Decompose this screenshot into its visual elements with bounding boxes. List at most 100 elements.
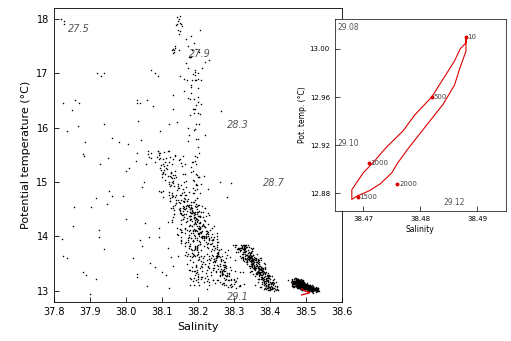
Point: [298, 284, 307, 290]
Point: [299, 280, 308, 286]
Point: [181, 207, 190, 212]
Point: [202, 213, 210, 219]
Point: [154, 73, 162, 79]
Point: [217, 108, 225, 114]
Point: [189, 190, 197, 195]
Point: [181, 184, 190, 190]
Point: [256, 271, 264, 277]
Point: [292, 280, 300, 285]
Point: [297, 282, 306, 287]
Point: [260, 270, 268, 275]
Point: [183, 253, 191, 259]
Point: [296, 283, 305, 289]
Point: [309, 288, 317, 293]
Point: [213, 247, 221, 252]
Point: [304, 284, 312, 290]
Point: [296, 282, 304, 287]
Point: [166, 155, 174, 160]
Point: [293, 284, 301, 290]
Point: [204, 237, 213, 242]
Point: [175, 186, 183, 191]
Point: [187, 206, 195, 211]
Point: [302, 284, 310, 289]
Point: [266, 286, 274, 291]
Point: [180, 89, 188, 94]
Point: [304, 284, 312, 290]
Point: [293, 282, 301, 287]
Point: [95, 235, 103, 240]
Point: [297, 282, 305, 288]
Point: [295, 282, 303, 287]
Point: [185, 234, 193, 239]
Point: [307, 285, 315, 290]
Point: [169, 179, 177, 184]
Point: [305, 288, 313, 294]
Point: [218, 271, 226, 277]
Point: [252, 251, 261, 257]
Point: [295, 282, 304, 287]
Point: [261, 286, 269, 291]
Point: [307, 284, 315, 290]
Point: [236, 253, 244, 259]
Point: [257, 271, 265, 276]
Point: [296, 284, 305, 289]
Point: [261, 281, 269, 286]
Point: [220, 259, 228, 264]
Point: [137, 137, 146, 143]
Point: [295, 282, 303, 287]
Point: [264, 272, 272, 278]
Point: [194, 99, 202, 104]
Point: [267, 281, 275, 286]
Point: [240, 258, 248, 264]
Point: [288, 277, 296, 283]
Point: [230, 257, 239, 263]
Point: [171, 44, 179, 49]
Point: [204, 210, 213, 215]
Point: [307, 285, 315, 291]
Point: [191, 233, 199, 238]
Point: [266, 284, 274, 289]
Point: [305, 286, 313, 292]
Point: [298, 286, 306, 292]
Point: [193, 219, 201, 225]
Point: [308, 286, 316, 292]
Point: [302, 284, 310, 290]
Point: [264, 282, 272, 287]
Point: [231, 242, 240, 248]
Point: [297, 284, 306, 290]
Point: [266, 280, 274, 285]
Text: 27.9: 27.9: [189, 49, 211, 59]
Point: [71, 98, 79, 103]
Point: [158, 171, 166, 177]
Point: [196, 225, 204, 231]
Point: [169, 205, 177, 210]
Point: [167, 254, 175, 260]
Point: [159, 169, 167, 175]
Point: [241, 246, 249, 251]
Point: [305, 284, 313, 290]
Point: [232, 278, 240, 283]
Point: [191, 153, 199, 159]
Point: [201, 218, 209, 223]
Point: [108, 136, 116, 141]
Point: [303, 287, 311, 293]
Point: [194, 174, 202, 179]
Point: [188, 247, 196, 253]
Point: [305, 286, 313, 292]
Point: [187, 204, 195, 209]
Point: [294, 283, 302, 289]
Point: [305, 287, 313, 293]
Point: [308, 289, 316, 295]
Point: [248, 253, 256, 258]
Point: [217, 247, 225, 252]
Point: [183, 261, 191, 266]
Point: [201, 262, 209, 267]
Point: [295, 282, 304, 287]
Point: [201, 132, 210, 138]
Point: [144, 151, 152, 157]
Point: [248, 252, 257, 257]
Point: [304, 282, 312, 288]
Point: [188, 224, 196, 229]
Point: [214, 244, 222, 249]
Point: [255, 263, 263, 269]
